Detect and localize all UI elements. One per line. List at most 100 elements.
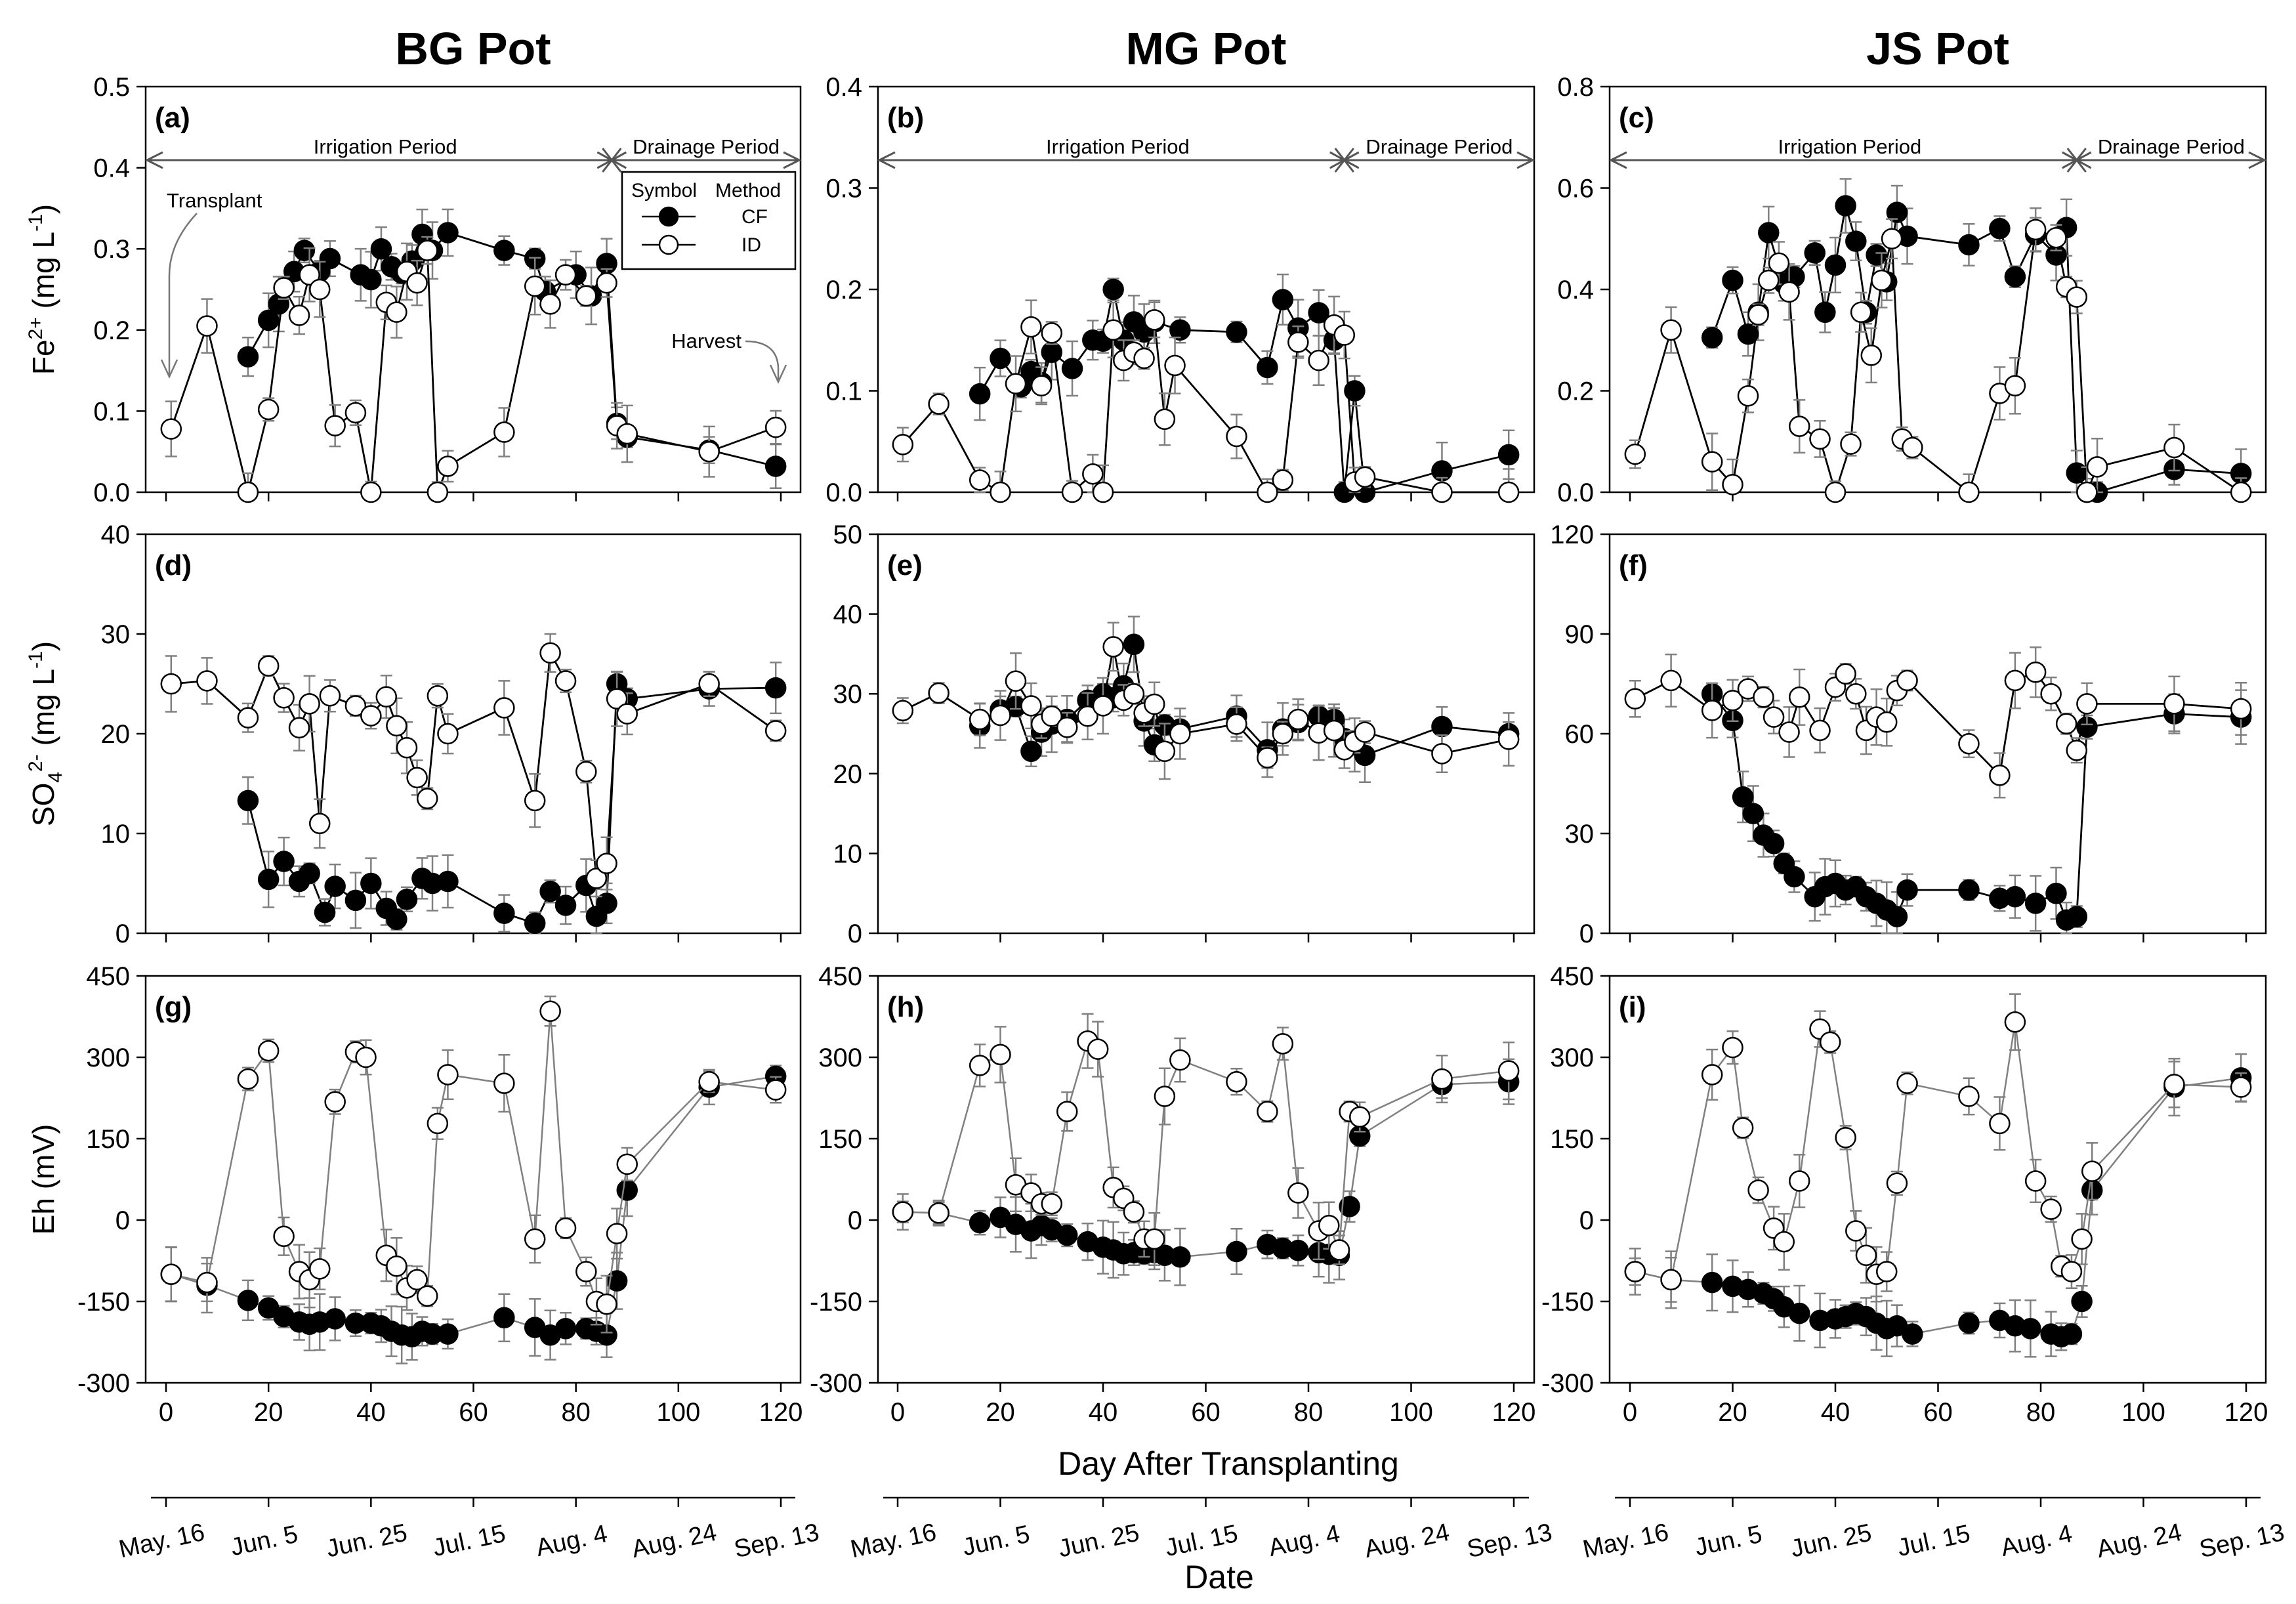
data-point-id [1144,693,1165,715]
data-point-cf [1431,715,1453,738]
data-point-id [1722,690,1743,711]
y-tick-label: 20 [101,720,131,749]
data-point-id [416,240,438,261]
y-tick-label: 0.1 [93,397,130,426]
x-tick-label: 120 [1492,1398,1536,1427]
data-point-id [1809,719,1831,742]
harvest-label: Harvest [671,329,741,352]
data-point-id [1020,316,1042,338]
data-point-id [324,415,346,436]
data-point-cf [1814,301,1836,324]
data-point-cf [1758,222,1780,243]
data-point-cf [1737,323,1759,345]
x-axis-label: Day After Transplanting [1058,1445,1399,1482]
data-point-id [1989,1112,2011,1135]
data-point-id [1701,451,1723,473]
data-point-id [2076,693,2098,715]
data-point-cf [273,851,295,872]
data-point-id [1958,732,1980,755]
data-point-cf [1226,1240,1247,1263]
data-point-cf [1722,269,1743,291]
data-point-cf [1169,319,1191,341]
data-point-id [575,761,597,783]
data-point-cf [2066,462,2088,484]
data-point-id [990,704,1011,727]
data-point-id [1431,743,1453,765]
data-point-id [1164,354,1186,377]
data-point-id [2163,1074,2185,1095]
date-tick-label: Aug. 24 [1362,1519,1452,1563]
data-point-id [437,1064,459,1086]
x-tick-label: 20 [986,1398,1015,1427]
x-tick-label: 40 [356,1398,386,1427]
data-point-id [324,1091,346,1113]
y-tick-label: 0 [848,919,862,948]
data-point-id [427,1112,449,1135]
column-title: JS Pot [1866,23,2009,74]
data-point-id [1824,481,1847,503]
data-point-id [160,418,182,440]
panel-f: 0 30 60 90 120 (f) [1550,520,2267,948]
panel-e: 0 10 20 30 40 50 (e) [833,520,1535,948]
data-point-id [575,285,597,307]
data-point-id [1041,1192,1062,1215]
data-point-id [2066,286,2088,308]
data-point-cf [1784,866,1805,888]
data-point-id [2060,1261,2083,1282]
data-point-id [928,1202,950,1224]
y-tick-label: 300 [86,1044,130,1072]
data-point-cf [1989,218,2011,240]
series-CF [892,1058,1520,1286]
date-tick-label: Jun. 25 [1056,1519,1142,1563]
y-tick-label: 30 [1565,820,1595,849]
data-point-cf [1896,879,1918,901]
data-point-id [1778,721,1800,743]
data-point-cf [1701,327,1723,348]
series-ID [160,995,787,1334]
data-point-cf [764,677,787,699]
data-point-cf [1958,234,1980,256]
y-tick-label: 30 [833,680,863,709]
date-tick-label: Aug. 24 [629,1519,719,1563]
data-point-id [606,688,628,710]
panel-i: -300 -150 0 150 300 450 0 20 40 60 80 100 120 (i) May.… [1541,962,2287,1563]
date-tick-label: Sep. 13 [1465,1519,1555,1563]
data-point-cf [1824,254,1847,276]
data-point-id [2230,1076,2252,1098]
data-point-id [2230,481,2252,503]
data-point-id [309,813,331,835]
data-point-id [1660,669,1682,692]
y-tick-label: 0.0 [1557,478,1594,507]
data-point-cf [1958,879,1980,901]
data-point-id [1123,683,1145,705]
data-point-cf [1339,1196,1360,1217]
legend-header-method: Method [715,180,781,201]
data-point-cf [524,912,546,935]
data-point-id [524,275,546,297]
data-point-cf [1742,803,1764,824]
data-point-id [2024,219,2047,241]
legend-marker-id [658,234,679,255]
data-point-id [606,1223,628,1244]
data-point-id [596,272,617,294]
data-point-cf [344,889,367,912]
data-point-id [1660,319,1682,341]
data-point-cf [1272,289,1294,310]
data-point-id [427,685,449,707]
series-ID [160,236,787,503]
data-point-cf [2004,266,2026,287]
data-point-id [1722,474,1743,496]
data-point-id [1349,1106,1371,1128]
data-point-id [1902,436,1923,459]
data-point-id [524,1228,546,1250]
series-line [1635,1022,2242,1281]
data-point-cf [1835,195,1856,217]
y-tick-label: 300 [1550,1044,1594,1072]
data-point-id [1431,1068,1453,1090]
y-tick-label: 0.6 [1557,175,1594,203]
series-CF [1624,1053,2252,1358]
data-point-id [1768,252,1790,274]
series-ID [1624,207,2252,503]
data-point-id [1788,415,1810,437]
data-point-id [764,720,787,742]
